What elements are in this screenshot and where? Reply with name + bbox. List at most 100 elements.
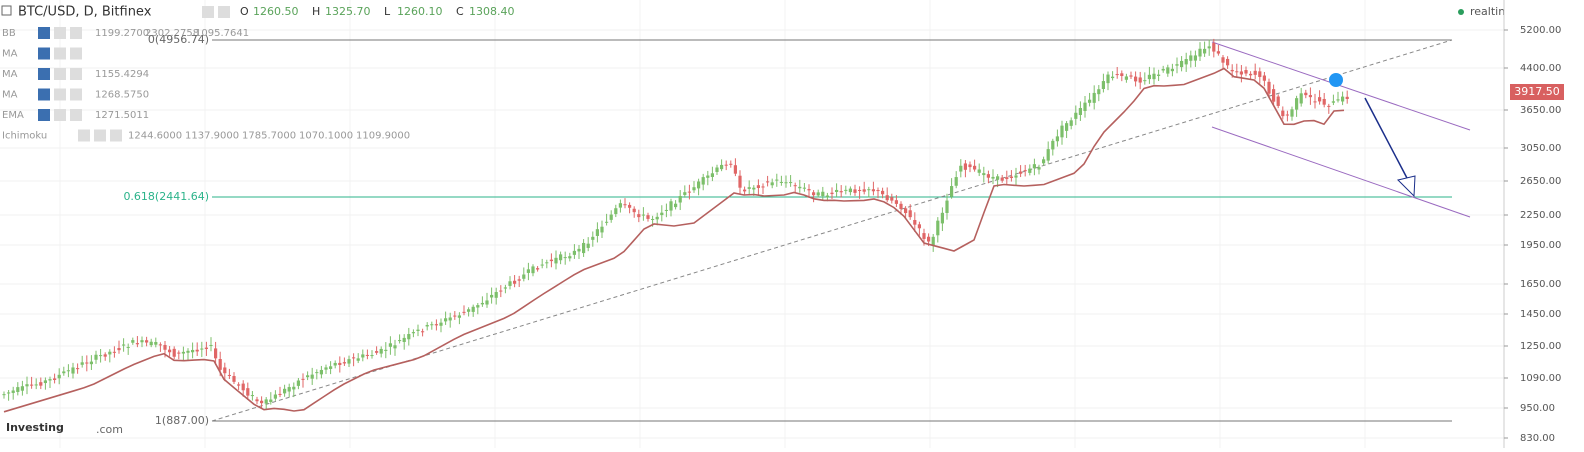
candle [1005,177,1009,180]
candle [1097,89,1101,95]
indicator-icon[interactable] [78,129,90,142]
candle [605,221,609,223]
candle [195,349,199,352]
candle [48,379,52,381]
candle [618,203,622,208]
candle [844,189,848,191]
candle [807,189,811,191]
indicator-icon[interactable] [110,129,122,142]
candle [20,386,24,391]
candle [793,185,797,187]
candle [871,189,875,192]
candle [407,334,411,340]
candle [315,372,319,374]
candle [775,179,779,181]
logo-suffix: .com [96,423,123,436]
collapse-icon[interactable] [1,5,12,16]
candle [467,309,471,312]
candle [1143,80,1147,82]
candle [1295,98,1299,110]
candle [191,349,195,353]
indicator-icon[interactable] [38,88,50,101]
indicator-icon[interactable] [54,27,66,39]
indicator-icon[interactable] [70,88,82,101]
candle [168,349,172,353]
candle [393,345,397,349]
candle [522,274,526,279]
candle [678,196,682,203]
indicator-icon[interactable] [54,47,66,60]
indicator-icon[interactable] [38,109,50,121]
candle [1207,46,1211,49]
candle [1184,59,1188,65]
candle [356,358,360,361]
candle [1253,70,1257,75]
indicator-icon[interactable] [54,88,66,101]
indicator-name: Ichimoku [2,131,47,142]
indicator-icon[interactable] [94,129,106,142]
candle [1101,81,1105,90]
candle [536,268,540,270]
axis-label: 1450.00 [1520,309,1561,320]
indicator-icon[interactable] [54,109,66,121]
indicator-icon[interactable] [70,47,82,60]
candle [1009,176,1013,179]
axis-label: 1650.00 [1520,279,1561,290]
candle [1341,96,1345,102]
indicator-icon[interactable] [54,68,66,80]
candle [1120,73,1124,77]
candle [1019,171,1023,174]
candle [1281,110,1285,117]
candle [255,399,259,402]
axis-label: 950.00 [1520,403,1555,414]
candle [181,351,185,354]
axis-label: 1950.00 [1520,240,1561,251]
candle [1147,74,1151,80]
candle [963,163,967,170]
candle [273,394,277,399]
candle [508,281,512,286]
candle [1060,125,1064,138]
candle [669,201,673,211]
candle [425,324,429,327]
indicator-icon[interactable] [70,109,82,121]
axis-label: 2650.00 [1520,176,1561,187]
candle [945,200,949,214]
price-tag-text: 3917.50 [1514,85,1560,98]
indicator-icon[interactable] [38,47,50,60]
candle [1106,74,1110,84]
candle [802,187,806,189]
candle [264,399,268,404]
candle [715,167,719,172]
candle [1157,74,1161,76]
candle [145,340,149,343]
candle [1272,89,1276,102]
candle [333,362,337,366]
ohlc-label: C [456,5,464,18]
candle [1115,74,1119,76]
candle [789,182,793,184]
candle [402,337,406,343]
candle [457,315,461,318]
axis-labels: 5200.00 4400.00 3650.00 3050.00 2650.00 2250.… [1504,25,1561,444]
indicator-icon[interactable] [38,68,50,80]
indicator-icon[interactable] [70,27,82,39]
candle [126,346,130,348]
candle [411,332,415,334]
candle [1235,71,1239,73]
indicator-name: MA [2,49,18,60]
candle [11,390,15,393]
candle [821,191,825,197]
candle [940,212,944,224]
indicator-name: BB [2,28,16,39]
channel-line [1211,41,1471,131]
ichimoku-line [3,67,1345,413]
candle [1166,67,1170,74]
candle [246,388,250,396]
indicator-icon[interactable] [70,68,82,80]
indicator-icon[interactable] [38,27,50,39]
candle [158,344,162,346]
candle [867,189,871,191]
candle [752,187,756,190]
candle [1262,75,1266,81]
